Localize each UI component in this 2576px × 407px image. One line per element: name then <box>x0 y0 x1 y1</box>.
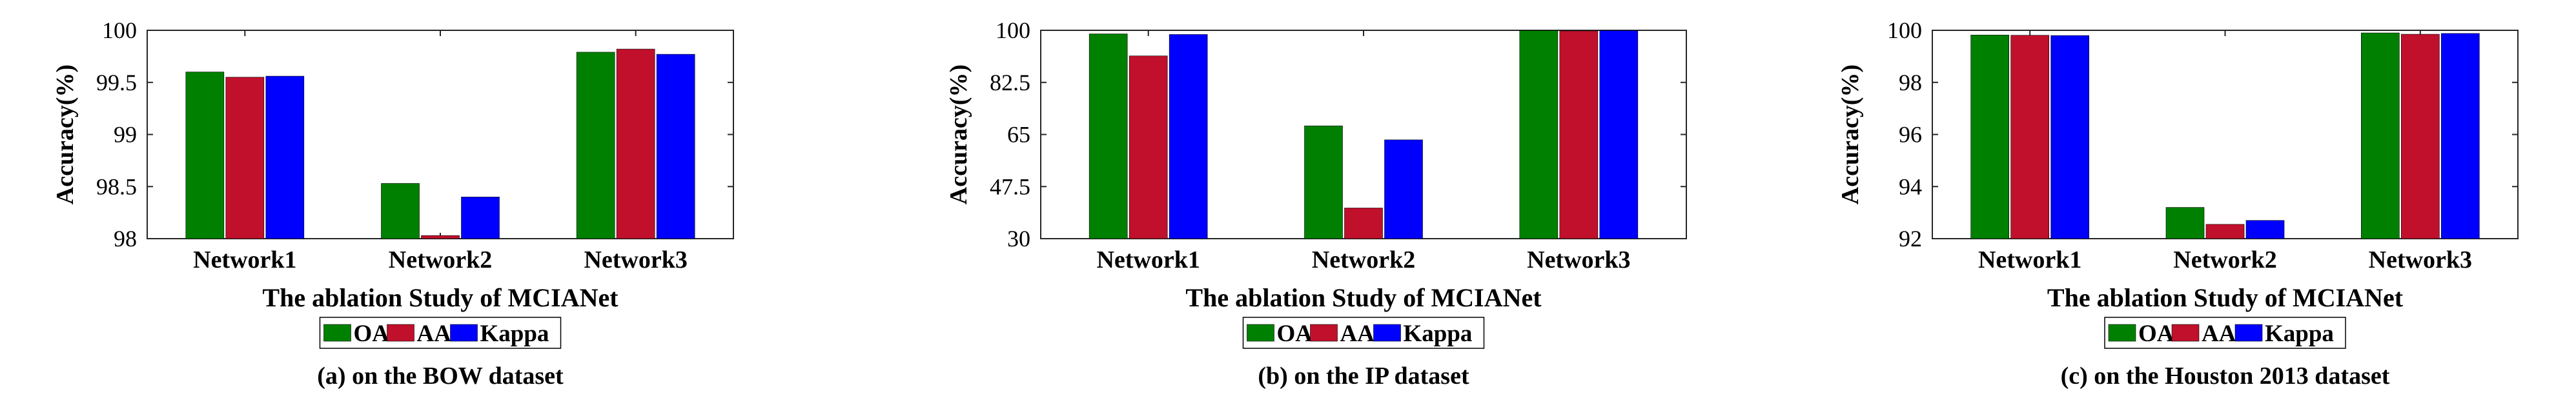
legend-box <box>1242 317 1485 349</box>
legend-label-oa: OA <box>1277 321 1313 347</box>
chart-panel-2: 30 47.5 65 82.5 100 Accuracy(%) Network1 Networ… <box>945 17 1687 390</box>
x-tick-label: Network3 <box>1527 246 1630 273</box>
y-tick-label: 94 <box>1899 174 1922 199</box>
x-tick-label: Network2 <box>2173 246 2276 273</box>
y-tick-label: 98.5 <box>96 174 137 199</box>
legend-label-aa: AA <box>417 321 452 347</box>
y-tick-label: 30 <box>1007 226 1030 252</box>
x-tick-label: Network3 <box>584 246 687 273</box>
bar-kappa-network1 <box>1169 34 1208 239</box>
bar-kappa-network1 <box>265 75 305 239</box>
bar-kappa-network2 <box>2245 220 2285 239</box>
y-tick-label: 65 <box>1007 122 1030 148</box>
legend-swatch-oa <box>323 324 351 342</box>
legend: OA AA Kappa <box>319 317 562 349</box>
figure-caption: (c) on the Houston 2013 dataset <box>2061 362 2390 390</box>
legend-label-kappa: Kappa <box>480 321 549 347</box>
x-tick-label: Network1 <box>193 246 296 273</box>
bar-kappa-network1 <box>2050 35 2089 239</box>
legend-label-kappa: Kappa <box>2265 321 2334 347</box>
bar-aa-network3 <box>616 48 655 239</box>
chart-panel-3: 92 94 96 98 100 Accuracy(%) Network1 Network2 Ne… <box>1837 17 2519 390</box>
legend-label-aa: AA <box>1340 321 1375 347</box>
bar-aa-network3 <box>1559 30 1599 239</box>
bar-oa-network1 <box>1089 34 1128 239</box>
y-tick-label: 100 <box>1887 17 1922 43</box>
legend-box <box>2104 317 2346 349</box>
y-tick-label: 98 <box>114 226 137 252</box>
legend: OA AA Kappa <box>2104 317 2346 349</box>
bar-oa-network1 <box>185 72 225 239</box>
legend-swatch-oa <box>2108 324 2136 342</box>
bar-oa-network3 <box>1519 30 1559 239</box>
legend-label-kappa: Kappa <box>1404 321 1473 347</box>
y-axis-label: Accuracy(%) <box>52 65 79 204</box>
y-tick-label: 92 <box>1899 226 1922 252</box>
y-tick-label: 99.5 <box>96 70 137 95</box>
y-tick-label: 82.5 <box>990 70 1030 95</box>
bar-oa-network3 <box>576 52 615 239</box>
bar-oa-network2 <box>1304 125 1343 239</box>
x-axis-label: The ablation Study of MCIANet <box>2047 283 2404 312</box>
bar-oa-network2 <box>2165 207 2205 239</box>
x-tick-label: Network2 <box>389 246 492 273</box>
x-tick-label: Network3 <box>2369 246 2472 273</box>
x-axis-label: The ablation Study of MCIANet <box>1185 283 1542 312</box>
bar-oa-network3 <box>2361 32 2400 239</box>
legend-swatch-aa <box>387 324 414 342</box>
legend-swatch-kappa <box>1373 324 1401 342</box>
figure-caption: (b) on the IP dataset <box>1258 362 1469 390</box>
legend-label-oa: OA <box>354 321 390 347</box>
legend-swatch-kappa <box>450 324 478 342</box>
y-tick-label: 98 <box>1899 70 1922 95</box>
legend: OA AA Kappa <box>1242 317 1485 349</box>
y-axis-label: Accuracy(%) <box>945 65 972 204</box>
bar-oa-network2 <box>381 183 420 239</box>
y-tick-label: 100 <box>102 17 137 43</box>
bar-aa-network1 <box>1129 55 1168 239</box>
bar-aa-network2 <box>421 235 460 239</box>
x-tick-label: Network1 <box>1978 246 2081 273</box>
y-tick-label: 96 <box>1899 122 1922 148</box>
y-tick-label: 100 <box>996 17 1030 43</box>
chart-panel-1: 98 98.5 99 99.5 100 Accuracy(%) Network1 Networ… <box>52 17 734 390</box>
x-axis-label: The ablation Study of MCIANet <box>262 283 618 312</box>
bar-aa-network1 <box>225 77 265 239</box>
x-tick-label: Network1 <box>1096 246 1200 273</box>
legend-label-oa: OA <box>2138 321 2174 347</box>
legend-swatch-aa <box>1310 324 1338 342</box>
figure-caption: (a) on the BOW dataset <box>317 362 564 390</box>
y-tick-label: 47.5 <box>990 174 1030 199</box>
legend-swatch-aa <box>2171 324 2200 342</box>
bar-aa-network1 <box>2010 35 2049 239</box>
bar-kappa-network2 <box>461 197 500 239</box>
x-tick-label: Network2 <box>1312 246 1415 273</box>
bar-aa-network2 <box>1344 208 1383 239</box>
legend-label-aa: AA <box>2202 321 2236 347</box>
bar-aa-network3 <box>2401 34 2440 239</box>
legend-swatch-oa <box>1247 324 1274 342</box>
y-axis-label: Accuracy(%) <box>1837 65 1864 204</box>
bar-aa-network2 <box>2205 224 2245 239</box>
bar-kappa-network3 <box>2441 33 2480 239</box>
legend-box <box>319 317 562 349</box>
legend-swatch-kappa <box>2234 324 2263 342</box>
bar-kappa-network3 <box>1599 30 1639 239</box>
y-tick-label: 99 <box>114 122 137 148</box>
bar-kappa-network2 <box>1384 139 1423 239</box>
bar-kappa-network3 <box>656 54 695 239</box>
bar-oa-network1 <box>1970 34 2009 239</box>
